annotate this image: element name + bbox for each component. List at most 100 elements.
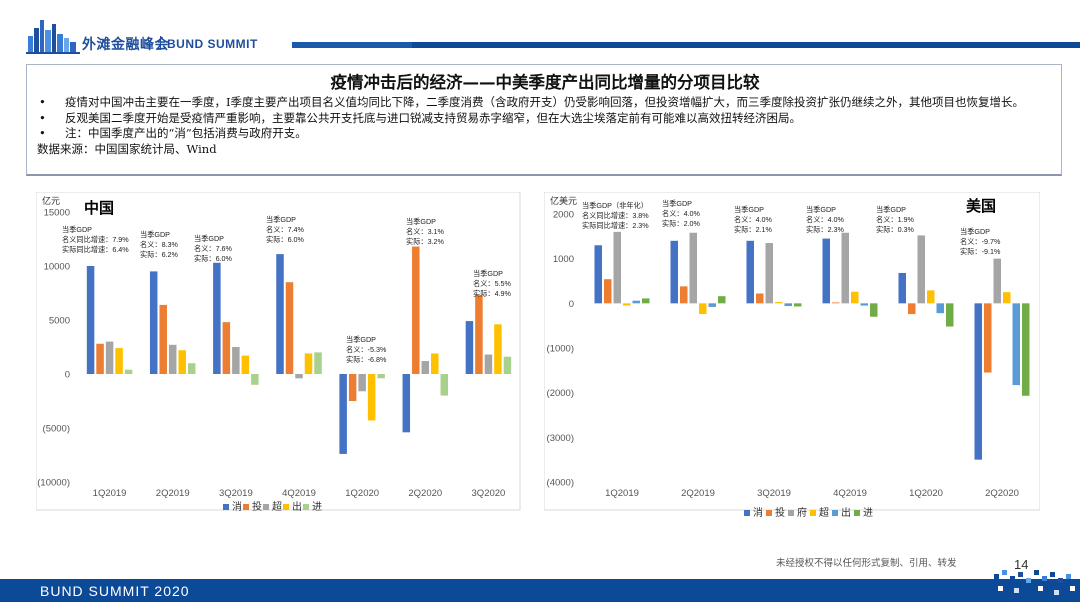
- gdp-annotation: 当季GDP: [876, 205, 906, 214]
- bar-消: [402, 374, 411, 433]
- bar-投: [285, 282, 294, 374]
- legend-label: 投: [775, 506, 785, 519]
- legend-swatch: [788, 510, 794, 516]
- gdp-annotation: 名义：7.6%: [194, 244, 233, 253]
- y-tick-label: (4000): [547, 478, 574, 489]
- gdp-annotation: 实际：6.0%: [266, 235, 305, 244]
- bar-超: [927, 290, 935, 304]
- bar-出: [367, 374, 376, 421]
- legend-label: 超: [819, 506, 829, 519]
- bar-出: [178, 350, 186, 374]
- bar-投: [348, 374, 357, 401]
- legend-swatch: [832, 510, 838, 516]
- legend-swatch: [744, 510, 750, 516]
- gdp-annotation: 名义：5.5%: [473, 279, 512, 288]
- y-tick-label: 0: [569, 299, 574, 310]
- gdp-annotation: 实际同比增速：6.4%: [62, 245, 129, 254]
- gdp-annotation: 实际：2.3%: [806, 225, 845, 234]
- chart-frame: [36, 192, 521, 511]
- pixel-pattern-icon: [994, 570, 1075, 595]
- bar-超: [484, 354, 493, 374]
- china-chart: 亿元 中国 15000 10000 5000 0 (5000) (10000) 1Q2019 2Q…: [36, 192, 521, 513]
- bullet-item: • 注：中国季度产出的“消”包括消费与政府开支。: [37, 126, 1053, 142]
- y-tick-label: (3000): [547, 433, 574, 444]
- gdp-annotation: 实际同比增速：2.3%: [582, 221, 649, 230]
- gdp-annotation: 当季GDP: [734, 205, 764, 214]
- bar-出: [1012, 303, 1020, 386]
- bar-进: [314, 352, 322, 374]
- y-tick-label: (2000): [547, 388, 574, 399]
- bar-府: [689, 232, 697, 304]
- bar-府: [841, 232, 849, 304]
- gdp-annotation: 当季GDP: [266, 215, 296, 224]
- bar-进: [187, 363, 196, 374]
- gdp-annotation: 当季GDP: [662, 199, 692, 208]
- bar-超: [623, 303, 631, 306]
- bar-出: [860, 303, 868, 306]
- bar-投: [159, 304, 167, 374]
- legend-label: 进: [312, 501, 322, 513]
- bar-进: [718, 296, 726, 304]
- legend-swatch: [223, 504, 229, 510]
- us-chart: 亿美元 美国 2000 1000 0 (1000) (2000) (3000) (4000) 1Q…: [544, 192, 1040, 519]
- bar-出: [632, 300, 640, 304]
- header-accent-bar: [292, 42, 412, 48]
- chart-title: 美国: [966, 197, 996, 215]
- x-tick-label: 1Q2020: [345, 488, 379, 499]
- gdp-annotation: 实际：6.0%: [194, 254, 233, 263]
- gdp-annotation: 当季GDP: [140, 230, 170, 239]
- bar-消: [594, 245, 602, 304]
- gdp-annotation: 当季GDP: [406, 217, 436, 226]
- bar-消: [276, 254, 284, 374]
- logo-text-english: BUND SUMMIT: [167, 37, 258, 51]
- bar-投: [604, 279, 612, 304]
- x-tick-label: 3Q2019: [757, 488, 791, 499]
- bullet-item: • 疫情对中国冲击主要在一季度，I季度主要产出项目名义值均同比下降，二季度消费（…: [37, 95, 1053, 111]
- bar-投: [222, 322, 231, 374]
- bar-投: [475, 295, 483, 374]
- copyright-notice: 未经授权不得以任何形式复制、引用、转发: [776, 558, 957, 569]
- bullet-list: • 疫情对中国冲击主要在一季度，I季度主要产出项目名义值均同比下降，二季度消费（…: [37, 95, 1053, 157]
- bar-投: [756, 293, 764, 304]
- gdp-annotation: 名义：-9.7%: [960, 237, 1001, 246]
- legend-label: 出: [841, 506, 851, 519]
- bar-进: [870, 303, 878, 317]
- gdp-annotation: 当季GDP: [346, 335, 376, 344]
- bullet-marker: •: [39, 110, 46, 125]
- logo-divider: [160, 36, 161, 50]
- legend-swatch: [810, 510, 816, 516]
- bar-出: [304, 353, 313, 374]
- gdp-annotation: 名义：7.4%: [266, 225, 305, 234]
- bar-出: [708, 303, 716, 307]
- bar-投: [680, 286, 688, 304]
- gdp-annotation: 当季GDP: [806, 205, 836, 214]
- bar-消: [670, 240, 678, 304]
- legend-label: 出: [292, 500, 302, 513]
- gdp-annotation: 名义：4.0%: [662, 209, 701, 218]
- gdp-annotation: 实际：2.1%: [734, 225, 773, 234]
- slide-header: 外滩金融峰会 BUND SUMMIT: [0, 0, 1080, 62]
- bar-投: [984, 303, 992, 373]
- x-tick-label: 1Q2019: [605, 488, 639, 499]
- legend-label: 府: [797, 506, 807, 519]
- page-number: 14: [1014, 557, 1029, 572]
- legend-swatch: [854, 510, 860, 516]
- bullet-marker: •: [39, 126, 46, 140]
- gdp-annotation: 名义：8.3%: [140, 240, 179, 249]
- legend-label: 超: [272, 500, 282, 513]
- footer-bar: [0, 579, 1080, 602]
- bar-进: [377, 374, 385, 379]
- data-source: 数据来源：中国国家统计局、Wind: [37, 141, 217, 156]
- slide-title: 疫情冲击后的经济——中美季度产出同比增量的分项目比较: [330, 73, 760, 92]
- bar-进: [124, 369, 133, 374]
- gdp-annotation: 名义：3.1%: [406, 227, 445, 236]
- gdp-annotation: 实际：2.0%: [662, 219, 701, 228]
- bar-进: [1022, 303, 1030, 396]
- bar-消: [86, 266, 95, 374]
- bar-消: [465, 321, 474, 374]
- y-tick-label: 1000: [553, 254, 574, 265]
- y-tick-label: 0: [65, 370, 70, 381]
- gdp-annotation: 实际：4.9%: [473, 289, 512, 298]
- gdp-annotation: 当季GDP: [62, 225, 92, 234]
- bar-消: [898, 272, 906, 304]
